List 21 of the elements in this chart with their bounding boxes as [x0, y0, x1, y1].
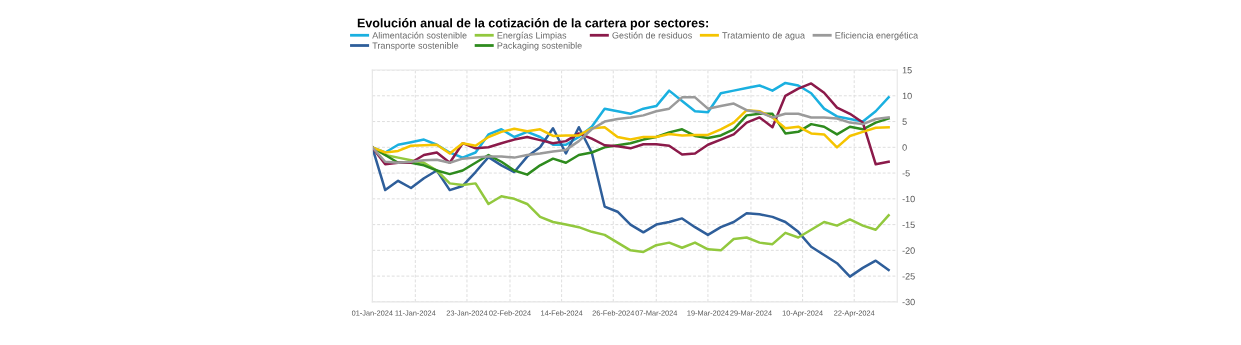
- chart-title: Evolución anual de la cotización de la cartera por sectores:: [357, 18, 708, 30]
- legend-label: Packaging sostenible: [497, 42, 582, 51]
- y-tick-label: -20: [902, 247, 915, 254]
- legend-label: Transporte sostenible: [372, 42, 459, 51]
- legend-label: Eficiencia energética: [835, 31, 919, 41]
- y-tick-label: -30: [902, 298, 915, 306]
- line-series: [372, 108, 890, 155]
- y-tick-label: 0: [902, 144, 907, 151]
- y-tick-label: 5: [902, 118, 907, 125]
- line-series: [372, 96, 890, 165]
- y-tick-label: -25: [902, 273, 915, 280]
- y-tick-label: -15: [902, 221, 915, 228]
- legend-label: Tratamiento de agua: [722, 31, 805, 41]
- legend-label: Gestión de residuos: [612, 31, 692, 39]
- legend-label: Energías Limpias: [497, 31, 567, 41]
- y-tick-label: -10: [902, 195, 915, 203]
- legend-label: Alimentación sostenible: [372, 31, 467, 39]
- y-tick-label: -5: [902, 170, 910, 177]
- y-tick-label: 10: [902, 92, 912, 100]
- y-tick-label: 15: [902, 67, 912, 74]
- line-series: [372, 125, 890, 278]
